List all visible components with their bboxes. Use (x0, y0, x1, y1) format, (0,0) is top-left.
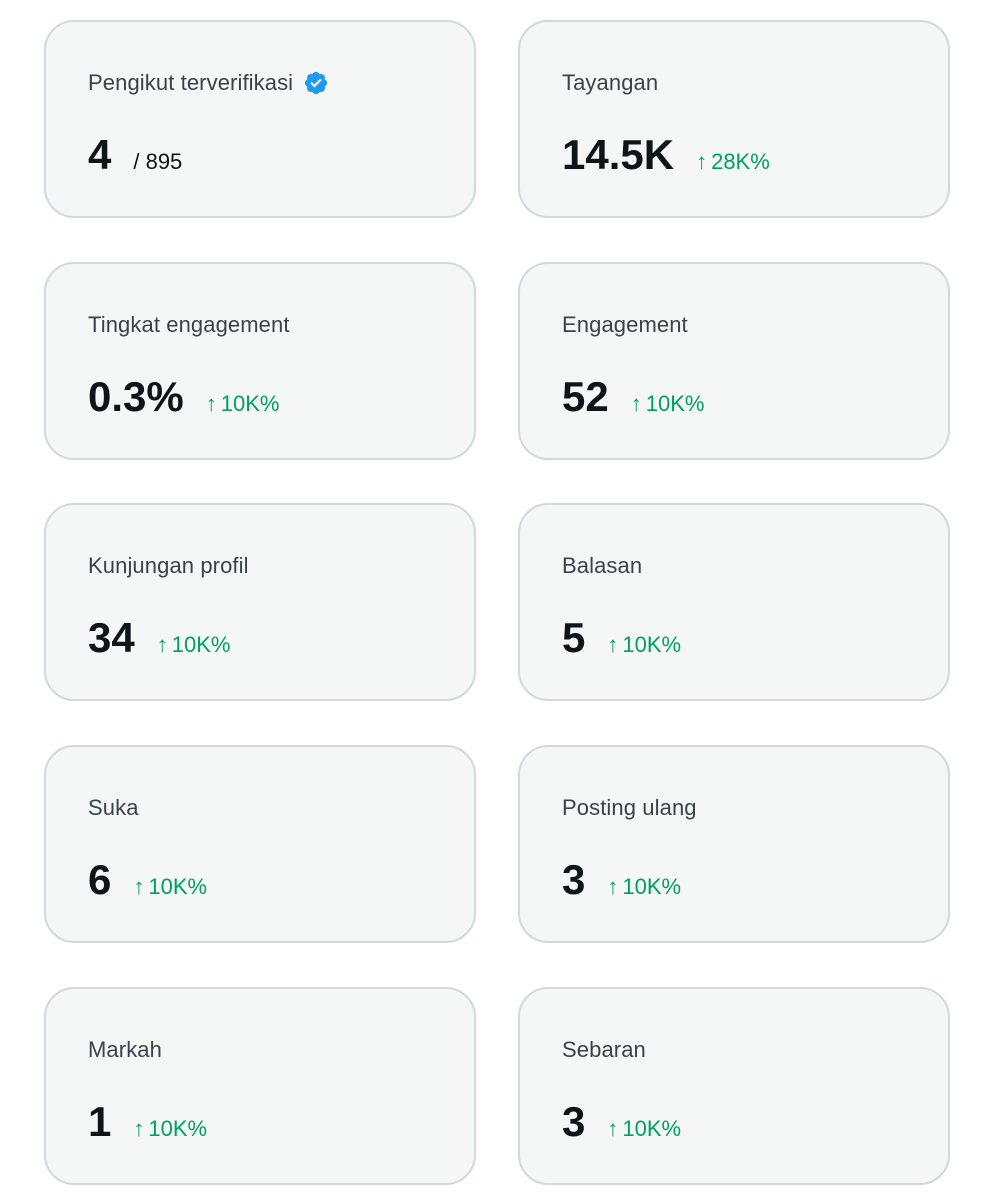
card-label: Suka (88, 795, 139, 820)
card-value: 14.5K (562, 131, 675, 178)
card-delta: ↑ 28K% (696, 151, 770, 173)
card-value: 52 (562, 373, 609, 420)
bookmarks-card[interactable]: Markah 1 ↑ 10K% (44, 987, 476, 1185)
card-value: 0.3% (88, 373, 184, 420)
card-value-row: 1 ↑ 10K% (88, 1101, 207, 1143)
card-value-row: 4 / 895 (88, 134, 182, 176)
card-value-row: 0.3% ↑ 10K% (88, 376, 279, 418)
card-value: 4 (88, 131, 112, 178)
card-value: 5 (562, 614, 586, 661)
card-delta-value: 10K% (148, 1116, 208, 1141)
card-value-row: 3 ↑ 10K% (562, 859, 681, 901)
card-delta-value: 28K% (711, 149, 770, 174)
card-delta-value: 10K% (220, 391, 280, 416)
card-value: 3 (562, 856, 586, 903)
engagements-card[interactable]: Engagement 52 ↑ 10K% (518, 262, 950, 460)
impressions-card[interactable]: Tayangan 14.5K ↑ 28K% (518, 20, 950, 218)
arrow-up-icon: ↑ (630, 391, 642, 416)
card-value-row: 6 ↑ 10K% (88, 859, 207, 901)
card-delta-value: 10K% (622, 1116, 682, 1141)
arrow-up-icon: ↑ (607, 632, 619, 657)
card-delta: ↑ 10K% (133, 876, 207, 898)
card-label-row: Markah (88, 1037, 162, 1063)
arrow-up-icon: ↑ (133, 1116, 145, 1141)
card-label: Kunjungan profil (88, 553, 249, 578)
card-label-row: Tayangan (562, 70, 658, 96)
card-label: Posting ulang (562, 795, 697, 820)
card-value-row: 3 ↑ 10K% (562, 1101, 681, 1143)
card-label-row: Pengikut terverifikasi (88, 70, 329, 96)
card-value-row: 14.5K ↑ 28K% (562, 134, 770, 176)
card-delta: ↑ 10K% (607, 1118, 681, 1140)
card-delta-value: 10K% (645, 391, 705, 416)
card-value-row: 34 ↑ 10K% (88, 617, 230, 659)
card-label-row: Tingkat engagement (88, 312, 290, 338)
card-label: Sebaran (562, 1037, 646, 1062)
card-delta-value: 10K% (148, 874, 208, 899)
arrow-up-icon: ↑ (205, 391, 217, 416)
card-label-row: Balasan (562, 553, 642, 579)
verified-badge-icon (305, 71, 328, 95)
card-delta: ↑ 10K% (607, 876, 681, 898)
card-label: Balasan (562, 553, 643, 578)
card-delta: ↑ 10K% (133, 1118, 207, 1140)
replies-card[interactable]: Balasan 5 ↑ 10K% (518, 503, 950, 701)
profile-visits-card[interactable]: Kunjungan profil 34 ↑ 10K% (44, 503, 476, 701)
card-label-row: Kunjungan profil (88, 553, 249, 579)
card-total: / 895 (133, 149, 183, 174)
arrow-up-icon: ↑ (156, 632, 168, 657)
card-label-row: Sebaran (562, 1037, 646, 1063)
card-label: Tingkat engagement (88, 312, 290, 337)
card-value: 1 (88, 1098, 112, 1145)
card-value: 6 (88, 856, 112, 903)
card-delta-value: 10K% (171, 632, 231, 657)
card-label: Tayangan (562, 70, 659, 95)
card-delta: ↑ 10K% (206, 393, 280, 415)
card-delta-value: 10K% (622, 632, 682, 657)
card-value-row: 5 ↑ 10K% (562, 617, 681, 659)
card-label-row: Posting ulang (562, 795, 697, 821)
arrow-up-icon: ↑ (133, 874, 145, 899)
engagement-rate-card[interactable]: Tingkat engagement 0.3% ↑ 10K% (44, 262, 476, 460)
arrow-up-icon: ↑ (607, 1116, 619, 1141)
arrow-up-icon: ↑ (696, 149, 708, 174)
shares-card[interactable]: Sebaran 3 ↑ 10K% (518, 987, 950, 1185)
card-value: 34 (88, 614, 135, 661)
card-label: Engagement (562, 312, 688, 337)
card-label: Pengikut terverifikasi (88, 70, 294, 95)
card-label-row: Suka (88, 795, 139, 821)
reposts-card[interactable]: Posting ulang 3 ↑ 10K% (518, 745, 950, 943)
verified-followers-card[interactable]: Pengikut terverifikasi 4 / 895 (44, 20, 476, 218)
likes-card[interactable]: Suka 6 ↑ 10K% (44, 745, 476, 943)
card-value: 3 (562, 1098, 586, 1145)
card-delta-value: 10K% (622, 874, 682, 899)
card-label-row: Engagement (562, 312, 688, 338)
arrow-up-icon: ↑ (607, 874, 619, 899)
card-delta: ↑ 10K% (631, 393, 705, 415)
card-delta: ↑ 10K% (157, 634, 231, 656)
card-delta: ↑ 10K% (607, 634, 681, 656)
card-label: Markah (88, 1037, 162, 1062)
card-value-row: 52 ↑ 10K% (562, 376, 704, 418)
